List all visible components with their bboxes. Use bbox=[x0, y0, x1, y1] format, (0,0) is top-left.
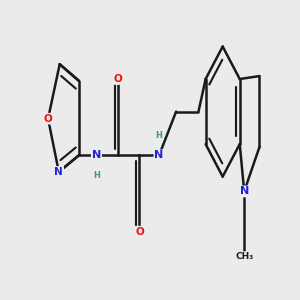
Text: O: O bbox=[113, 74, 122, 84]
Text: CH₃: CH₃ bbox=[235, 252, 253, 261]
Text: N: N bbox=[154, 150, 164, 160]
Text: O: O bbox=[44, 114, 52, 124]
Text: H: H bbox=[156, 130, 163, 140]
Text: N: N bbox=[92, 150, 101, 160]
Text: N: N bbox=[240, 186, 249, 197]
Text: N: N bbox=[54, 167, 63, 177]
Text: H: H bbox=[93, 171, 100, 180]
Text: O: O bbox=[135, 227, 144, 237]
